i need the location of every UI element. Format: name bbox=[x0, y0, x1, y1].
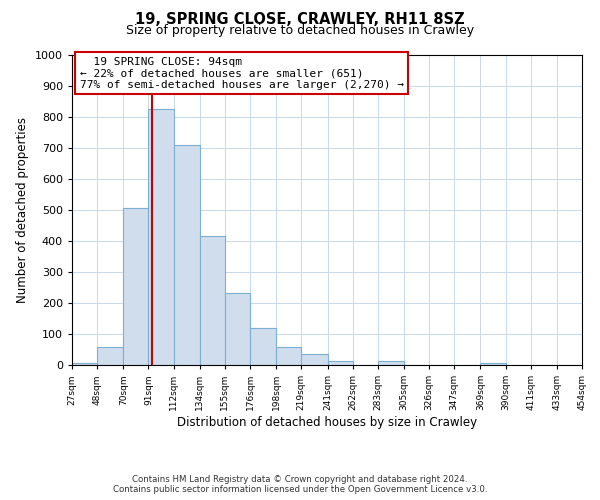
Bar bbox=[328, 362, 353, 365]
Bar bbox=[250, 328, 276, 365]
Y-axis label: Number of detached properties: Number of detached properties bbox=[16, 117, 29, 303]
Bar bbox=[481, 363, 506, 365]
Bar bbox=[200, 236, 225, 365]
X-axis label: Distribution of detached houses by size in Crawley: Distribution of detached houses by size … bbox=[177, 416, 477, 429]
Bar bbox=[97, 348, 124, 365]
Bar bbox=[173, 145, 200, 365]
Bar bbox=[301, 354, 328, 365]
Text: Contains HM Land Registry data © Crown copyright and database right 2024.
Contai: Contains HM Land Registry data © Crown c… bbox=[113, 474, 487, 494]
Text: 19, SPRING CLOSE, CRAWLEY, RH11 8SZ: 19, SPRING CLOSE, CRAWLEY, RH11 8SZ bbox=[135, 12, 465, 28]
Bar bbox=[378, 360, 404, 365]
Bar bbox=[148, 110, 173, 365]
Bar bbox=[225, 293, 250, 365]
Bar bbox=[276, 348, 301, 365]
Bar bbox=[72, 364, 97, 365]
Text: 19 SPRING CLOSE: 94sqm  
← 22% of detached houses are smaller (651)
77% of semi-: 19 SPRING CLOSE: 94sqm ← 22% of detached… bbox=[80, 56, 404, 90]
Text: Size of property relative to detached houses in Crawley: Size of property relative to detached ho… bbox=[126, 24, 474, 37]
Bar bbox=[124, 208, 148, 365]
